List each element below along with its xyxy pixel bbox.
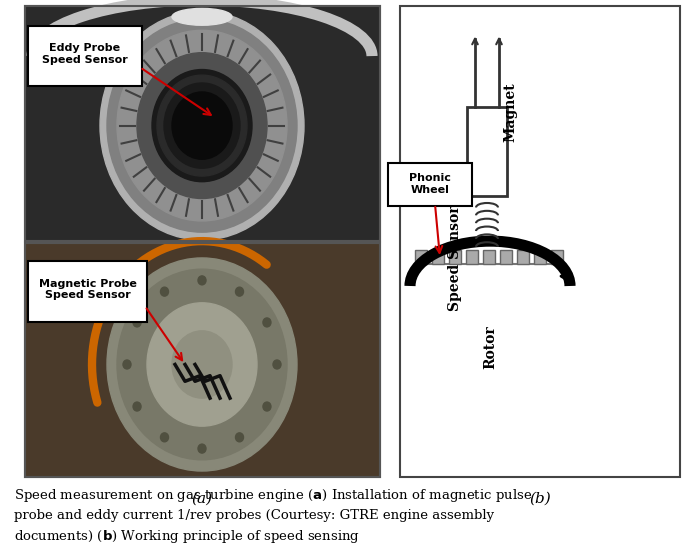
Bar <box>466 250 478 264</box>
Bar <box>25 243 380 477</box>
Circle shape <box>147 303 257 426</box>
Circle shape <box>133 318 141 327</box>
Text: (b): (b) <box>529 492 551 506</box>
Circle shape <box>157 75 247 176</box>
Circle shape <box>263 318 271 327</box>
Bar <box>432 250 444 264</box>
Bar <box>449 250 461 264</box>
FancyBboxPatch shape <box>388 163 472 207</box>
Bar <box>415 250 427 264</box>
Circle shape <box>236 433 243 442</box>
Circle shape <box>100 11 304 240</box>
Circle shape <box>198 276 206 285</box>
Circle shape <box>123 360 131 369</box>
Circle shape <box>117 269 287 460</box>
Circle shape <box>107 19 297 232</box>
Circle shape <box>164 83 240 168</box>
Circle shape <box>152 70 252 182</box>
Bar <box>534 250 546 264</box>
Circle shape <box>117 30 287 221</box>
Circle shape <box>273 360 281 369</box>
Text: Magnet: Magnet <box>503 82 517 142</box>
Text: Speed Sensor: Speed Sensor <box>448 205 462 311</box>
Text: Speed measurement on gas turbine engine ($\mathbf{a}$) Installation of magnetic : Speed measurement on gas turbine engine … <box>14 488 532 545</box>
Bar <box>25 243 380 477</box>
Ellipse shape <box>172 8 232 25</box>
Bar <box>400 5 680 477</box>
FancyBboxPatch shape <box>28 261 147 322</box>
Bar <box>467 106 507 196</box>
Circle shape <box>198 444 206 453</box>
Circle shape <box>133 402 141 411</box>
Circle shape <box>236 287 243 296</box>
Text: Magnetic Probe
Speed Sensor: Magnetic Probe Speed Sensor <box>39 278 137 300</box>
Bar <box>483 250 495 264</box>
Bar <box>517 250 529 264</box>
Text: (a): (a) <box>191 492 213 506</box>
Bar <box>25 5 380 241</box>
Text: Rotor: Rotor <box>483 326 497 369</box>
Text: Phonic
Wheel: Phonic Wheel <box>409 173 451 195</box>
Circle shape <box>172 331 232 398</box>
Bar <box>25 5 380 241</box>
Circle shape <box>161 287 168 296</box>
FancyBboxPatch shape <box>28 26 142 87</box>
Circle shape <box>137 53 267 198</box>
Circle shape <box>107 258 297 471</box>
Bar <box>500 250 512 264</box>
Circle shape <box>172 92 232 159</box>
Circle shape <box>263 402 271 411</box>
Bar <box>551 250 563 264</box>
Text: Eddy Probe
Speed Sensor: Eddy Probe Speed Sensor <box>42 43 128 65</box>
Circle shape <box>161 433 168 442</box>
